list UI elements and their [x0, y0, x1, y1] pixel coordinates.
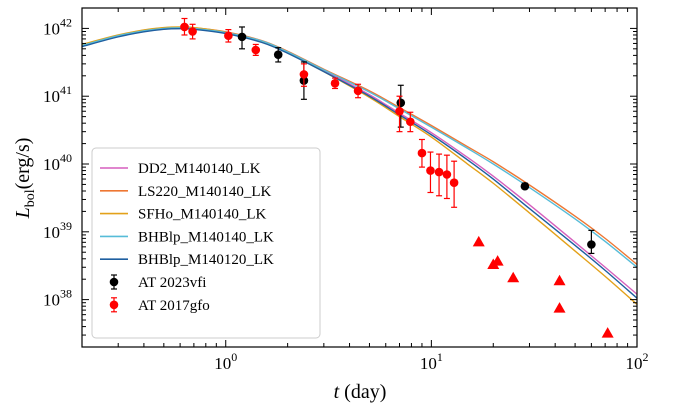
y-tick-label: 1039 [43, 219, 72, 242]
legend-entry: AT 2017gfo [109, 297, 210, 314]
upper-limit-marker [553, 274, 566, 286]
legend: DD2_M140140_LK LS220_M140140_LK SFHo_M1401… [91, 147, 321, 339]
legend-entry: AT 2023vfi [109, 274, 206, 291]
upper-limit-marker [491, 255, 504, 266]
legend-entry: BHBlp_M140120_LK [100, 252, 274, 268]
data-point-at-2023vfi [587, 240, 596, 249]
y-tick-label: 1041 [43, 83, 72, 106]
data-point-at-2017gfo [188, 27, 197, 36]
data-point-at-2023vfi [396, 98, 406, 108]
upper-limit-marker [553, 302, 566, 313]
data-point-at-2017gfo [251, 45, 261, 55]
model-curves [82, 26, 637, 305]
data-point-at-2023vfi [520, 181, 530, 191]
data-point-at-2023vfi [237, 32, 247, 42]
y-tick-label: 1040 [43, 151, 72, 174]
upper-limit-marker [472, 235, 485, 247]
plot-area [81, 7, 638, 348]
y-tick-label: 1042 [43, 15, 72, 38]
data-point-at-2017gfo [417, 148, 427, 158]
legend-label: BHBlp_M140140_LK [138, 229, 274, 245]
legend-marker-swatch [109, 277, 119, 287]
legend-box [91, 147, 321, 339]
legend-label: LS220_M140140_LK [138, 184, 272, 200]
data-point-at-2017gfo [426, 166, 435, 175]
data-point-at-2017gfo [434, 167, 444, 177]
series-line-BHBlp_M140140_LK [82, 27, 637, 268]
series-line-BHBlp_M140120_LK [82, 27, 637, 299]
upper-limit-marker [507, 271, 520, 283]
axis-tick-labels: 100 101 102 1038 1039 1040 1041 1042 [43, 15, 649, 373]
data-point-at-2017gfo [299, 70, 309, 79]
y-axis-label: Lbol(erg/s) [12, 138, 38, 220]
data-point-at-2023vfi [273, 50, 283, 59]
y-tick-label: 1038 [43, 287, 72, 310]
data-point-at-2017gfo [406, 117, 415, 127]
data-point-at-2017gfo [442, 170, 452, 179]
data-point-at-2017gfo [224, 31, 233, 41]
x-tick-label: 102 [626, 350, 649, 373]
data-point-at-2017gfo [395, 106, 404, 116]
data-point-at-2017gfo [449, 178, 459, 188]
legend-entry: LS220_M140140_LK [100, 184, 272, 200]
x-axis-label: t (day) [334, 381, 387, 403]
legend-label: AT 2017gfo [138, 298, 210, 314]
legend-label: DD2_M140140_LK [138, 161, 261, 177]
legend-marker-swatch [109, 300, 119, 310]
legend-label: BHBlp_M140120_LK [138, 252, 274, 268]
x-tick-label: 100 [214, 350, 237, 373]
plot-frame [81, 7, 638, 348]
legend-entry: BHBlp_M140140_LK [100, 229, 274, 245]
upper-limit-marker [601, 327, 614, 338]
x-tick-label: 101 [420, 350, 443, 373]
observation-points [180, 17, 614, 338]
legend-entry: DD2_M140140_LK [100, 161, 261, 177]
data-point-at-2017gfo [180, 22, 189, 32]
data-point-at-2017gfo [330, 79, 340, 88]
axis-ticks [81, 7, 638, 348]
legend-label: AT 2023vfi [138, 275, 206, 291]
y-axis-label-group: Lbol(erg/s) [12, 138, 38, 220]
legend-entry: SFHo_M140140_LK [100, 207, 267, 223]
data-point-at-2017gfo [353, 86, 363, 96]
legend-label: SFHo_M140140_LK [138, 207, 267, 223]
